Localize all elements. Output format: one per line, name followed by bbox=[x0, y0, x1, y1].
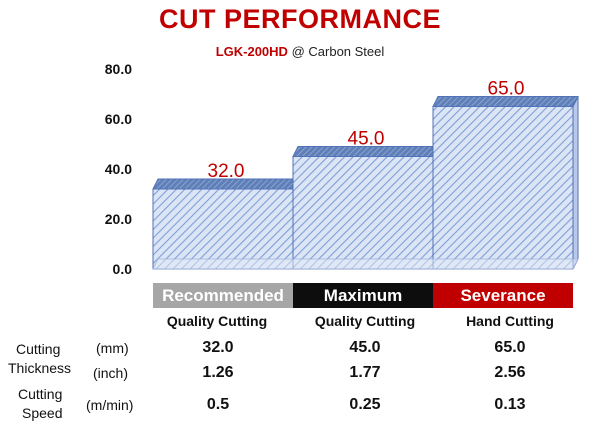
category-header-maximum: Maximum bbox=[293, 283, 433, 308]
row-label-speed: Speed bbox=[22, 405, 63, 421]
bar-side-face bbox=[572, 96, 579, 270]
row-label-cutting-2: Cutting bbox=[18, 386, 63, 402]
bar bbox=[152, 188, 294, 270]
chart-subtitle: LGK-200HD @ Carbon Steel bbox=[0, 44, 600, 59]
value-speed-maximum: 0.25 bbox=[349, 396, 381, 413]
category-sub-recommended: Quality Cutting bbox=[166, 313, 268, 329]
material-label: @ Carbon Steel bbox=[291, 44, 385, 59]
value-thickness-mm-maximum: 45.0 bbox=[349, 339, 381, 356]
value-speed-recommended: 0.5 bbox=[206, 396, 230, 413]
value-thickness-mm-severance: 65.0 bbox=[494, 339, 526, 356]
bar bbox=[432, 106, 574, 270]
value-thickness-mm-recommended: 32.0 bbox=[202, 339, 234, 356]
category-sub-maximum: Quality Cutting bbox=[314, 313, 416, 329]
chart-floor bbox=[152, 258, 579, 270]
unit-inch: (inch) bbox=[93, 365, 129, 381]
value-speed-severance: 0.13 bbox=[494, 396, 526, 413]
unit-mm: (mm) bbox=[96, 340, 129, 356]
bar bbox=[292, 156, 434, 270]
y-tick-label: 80.0 bbox=[105, 61, 132, 77]
y-tick-label: 0.0 bbox=[113, 261, 133, 277]
bar-chart: 0.0 20.0 40.0 60.0 80.0 32.0 45.0 65.0 bbox=[105, 61, 579, 277]
category-sub-severance: Hand Cutting bbox=[466, 313, 554, 329]
bar-value-label: 32.0 bbox=[208, 161, 245, 182]
value-thickness-inch-severance: 2.56 bbox=[494, 364, 526, 381]
chart-title: CUT PERFORMANCE bbox=[159, 4, 441, 34]
y-tick-label: 20.0 bbox=[105, 211, 132, 227]
row-label-cutting: Cutting bbox=[16, 341, 61, 357]
model-name: LGK-200HD bbox=[215, 44, 288, 59]
y-tick-label: 60.0 bbox=[105, 111, 132, 127]
unit-m-per-min: (m/min) bbox=[86, 397, 134, 413]
value-thickness-inch-maximum: 1.77 bbox=[349, 364, 381, 381]
bar-value-label: 65.0 bbox=[488, 79, 525, 100]
value-thickness-inch-recommended: 1.26 bbox=[202, 364, 234, 381]
category-header-recommended: Recommended bbox=[153, 283, 293, 308]
bar-value-label: 45.0 bbox=[348, 129, 385, 150]
row-label-thickness: Thickness bbox=[8, 360, 72, 376]
y-tick-label: 40.0 bbox=[105, 161, 132, 177]
category-header-severance: Severance bbox=[433, 283, 573, 308]
